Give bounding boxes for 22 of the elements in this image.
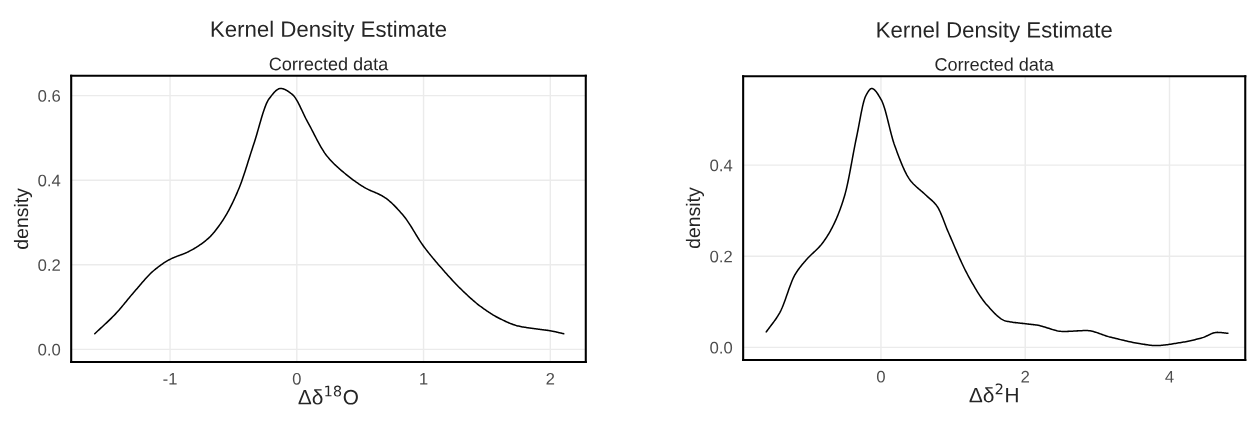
x-tick-label: 0 bbox=[876, 370, 885, 383]
x-axis-title: Δδ$^{18}$O bbox=[298, 385, 358, 405]
chart-title: Kernel Density Estimate bbox=[877, 21, 1112, 43]
y-tick-label: 0.0 bbox=[710, 341, 733, 354]
x-tick-label: -1 bbox=[163, 373, 177, 385]
chart-title: Kernel Density Estimate bbox=[211, 20, 447, 42]
x-tick-label: 2 bbox=[546, 372, 555, 385]
x-tick-label: 4 bbox=[1165, 370, 1174, 383]
y-axis-title: density bbox=[685, 187, 705, 249]
y-tick-label: 0.4 bbox=[710, 159, 733, 172]
x-tick-label: 0 bbox=[292, 372, 301, 385]
y-tick-label: 0.4 bbox=[38, 174, 61, 187]
y-tick-label: 0.0 bbox=[38, 343, 61, 356]
x-tick-label: 2 bbox=[1021, 370, 1030, 383]
chart-subtitle: Corrected data bbox=[269, 57, 389, 71]
y-tick-label: 0.2 bbox=[38, 259, 60, 271]
y-axis-title: density bbox=[13, 188, 33, 249]
x-tick-label: 1 bbox=[420, 373, 428, 385]
y-tick-label: 0.6 bbox=[38, 90, 61, 102]
chart-subtitle: Corrected data bbox=[935, 57, 1054, 71]
x-axis-title: Δδ$^{2}$H bbox=[969, 383, 1018, 403]
y-tick-label: 0.2 bbox=[710, 250, 732, 263]
